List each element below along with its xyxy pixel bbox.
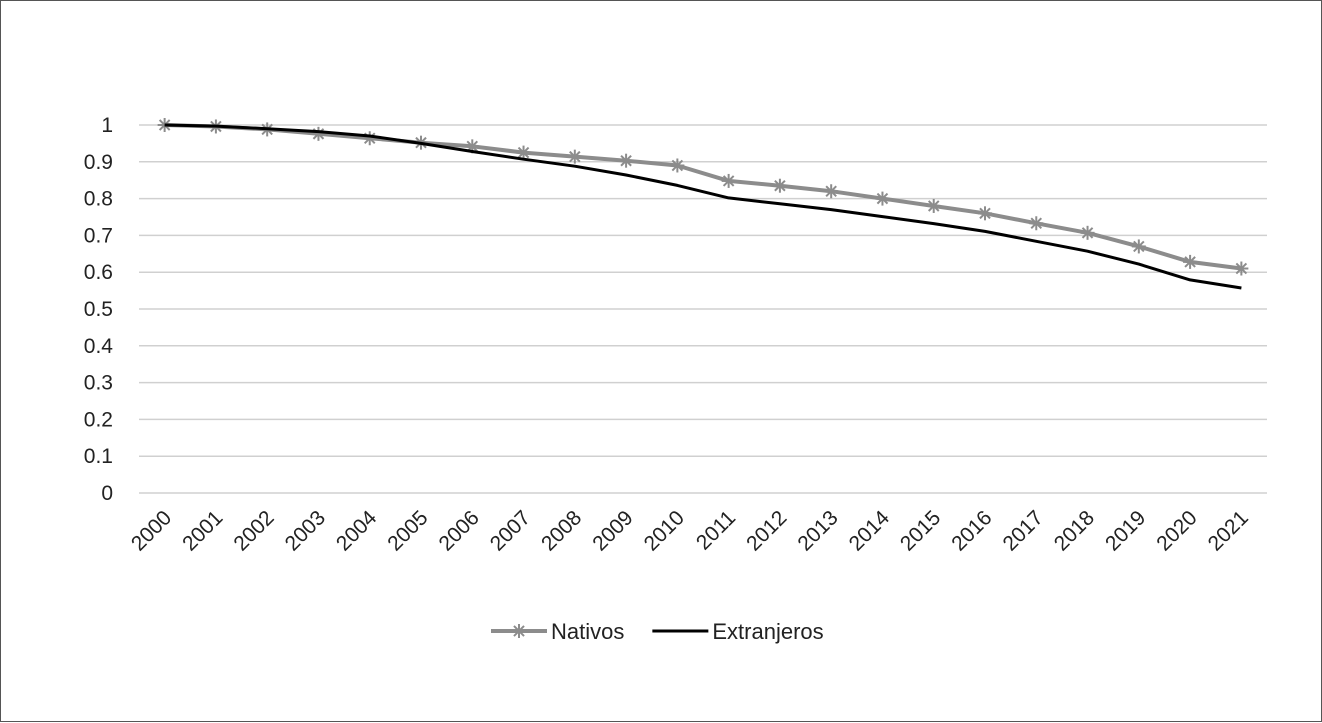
data-point-nativos: [1029, 216, 1043, 230]
legend: Nativos Extranjeros: [491, 619, 824, 644]
x-tick-label: 2018: [1050, 506, 1099, 555]
data-point-nativos: [568, 150, 582, 164]
data-point-nativos: [978, 206, 992, 220]
y-tick-label: 0.7: [84, 224, 113, 247]
legend-label-nativos: Nativos: [551, 619, 624, 644]
data-point-nativos: [363, 131, 377, 145]
x-tick-label: 2005: [383, 506, 432, 555]
y-tick-label: 1: [101, 114, 113, 137]
x-tick-label: 2004: [332, 506, 382, 556]
y-tick-label: 0.9: [84, 151, 113, 174]
y-tick-label: 0.2: [84, 408, 113, 431]
data-point-nativos: [875, 192, 889, 206]
x-tick-label: 2011: [692, 506, 740, 554]
series-lines: [158, 118, 1249, 288]
legend-marker-nativos: [512, 624, 526, 638]
data-point-nativos: [927, 199, 941, 213]
x-axis-tick-labels: 2000 2001 2002 2003 2004 2005 2006 2007 2008 2009…: [127, 506, 1253, 556]
x-tick-label: 2010: [640, 506, 689, 555]
y-tick-label: 0.5: [84, 298, 113, 321]
data-point-nativos: [619, 154, 633, 168]
x-tick-label: 2001: [178, 506, 227, 555]
data-point-nativos: [311, 127, 325, 141]
data-point-nativos: [773, 179, 787, 193]
data-point-nativos: [1234, 262, 1248, 276]
y-axis-tick-labels: 0 0.1 0.2 0.3 0.4 0.5 0.6 0.7 0.8 0.9 1: [84, 114, 114, 505]
x-tick-label: 2006: [435, 506, 484, 555]
y-tick-label: 0.8: [84, 188, 113, 211]
y-tick-label: 0.1: [84, 445, 113, 468]
series-line-nativos: [165, 125, 1242, 269]
data-point-nativos: [722, 174, 736, 188]
x-tick-label: 2008: [537, 506, 586, 555]
data-point-nativos: [1183, 255, 1197, 269]
x-tick-label: 2017: [999, 506, 1048, 555]
x-tick-label: 2013: [793, 506, 842, 555]
data-point-nativos: [670, 158, 684, 172]
y-tick-label: 0.4: [84, 335, 114, 358]
y-tick-label: 0: [101, 482, 113, 505]
x-tick-label: 2000: [127, 506, 176, 555]
x-tick-label: 2014: [845, 506, 895, 556]
data-point-nativos: [824, 184, 838, 198]
gridlines: [139, 125, 1267, 493]
x-tick-label: 2019: [1101, 506, 1150, 555]
series-line-extranjeros: [165, 125, 1242, 288]
legend-label-extranjeros: Extranjeros: [712, 619, 823, 644]
x-tick-label: 2003: [281, 506, 330, 555]
x-tick-label: 2015: [896, 506, 945, 555]
y-tick-label: 0.3: [84, 372, 113, 395]
x-tick-label: 2012: [742, 506, 791, 555]
x-tick-label: 2007: [486, 506, 535, 555]
data-point-nativos: [1132, 239, 1146, 253]
x-tick-label: 2021: [1204, 506, 1253, 555]
x-tick-label: 2016: [947, 506, 996, 555]
data-point-nativos: [1081, 226, 1095, 240]
x-tick-label: 2009: [588, 506, 637, 555]
x-tick-label: 2002: [229, 506, 278, 555]
x-tick-label: 2020: [1152, 506, 1201, 555]
y-tick-label: 0.6: [84, 261, 113, 284]
